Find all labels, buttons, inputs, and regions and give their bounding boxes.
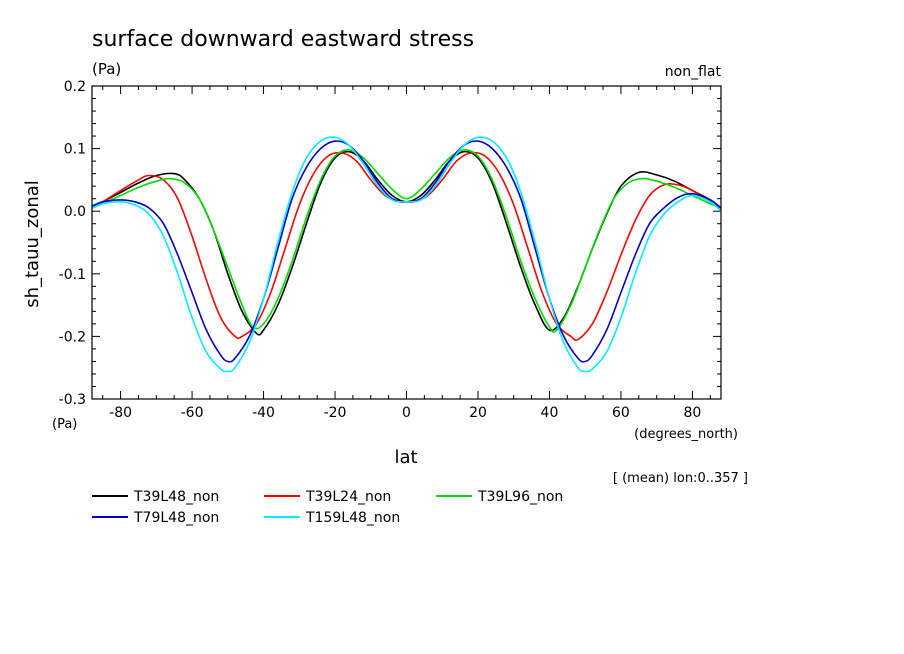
x-tick-label: -80 [109,405,132,421]
legend: T39L48_non T39L24_non T39L96_non T79L48_non… [92,489,563,526]
chart-title: surface downward eastward stress [92,27,474,52]
x-tick-label: -20 [324,405,347,421]
y-tick-label: 0.0 [64,204,86,220]
series-line-t79l48-non [91,140,722,363]
x-units-label: (degrees_north) [634,427,738,442]
tick-labels: -80 -60 -40 -20 0 20 40 60 80 -0.3 -0.2 -0.1 0.0 0.1 0… [59,79,702,421]
series-lines [91,136,722,373]
y-units-label: (Pa) [52,417,77,432]
axis-ticks [92,85,721,400]
legend-label: T159L48_non [305,510,400,526]
x-tick-label: 80 [683,405,701,421]
x-tick-label: -40 [252,405,275,421]
y-tick-label: 0.1 [64,142,86,158]
x-tick-label: 0 [402,405,411,421]
legend-label: T79L48_non [133,510,219,526]
x-tick-label: -60 [181,405,204,421]
corner-label: non_flat [665,64,722,80]
y-tick-label: 0.2 [64,79,86,95]
x-tick-label: 20 [469,405,487,421]
x-tick-label: 60 [612,405,630,421]
units-label: (Pa) [92,60,121,78]
series-line-t39l96-non [91,149,722,333]
legend-label: T39L24_non [305,489,391,505]
y-axis-label: sh_tauu_zonal [22,180,43,308]
legend-label: T39L96_non [477,489,563,505]
y-tick-label: -0.2 [59,329,86,345]
series-line-t159l48-non [91,136,722,373]
chart-note: [ (mean) lon:0..357 ] [613,471,748,486]
legend-label: T39L48_non [133,489,219,505]
x-tick-label: 40 [541,405,559,421]
series-line-t39l48-non [91,150,722,336]
y-tick-label: -0.1 [59,267,86,283]
y-tick-label: -0.3 [59,392,86,408]
plot-frame [91,85,722,400]
x-axis-label: lat [394,447,417,468]
